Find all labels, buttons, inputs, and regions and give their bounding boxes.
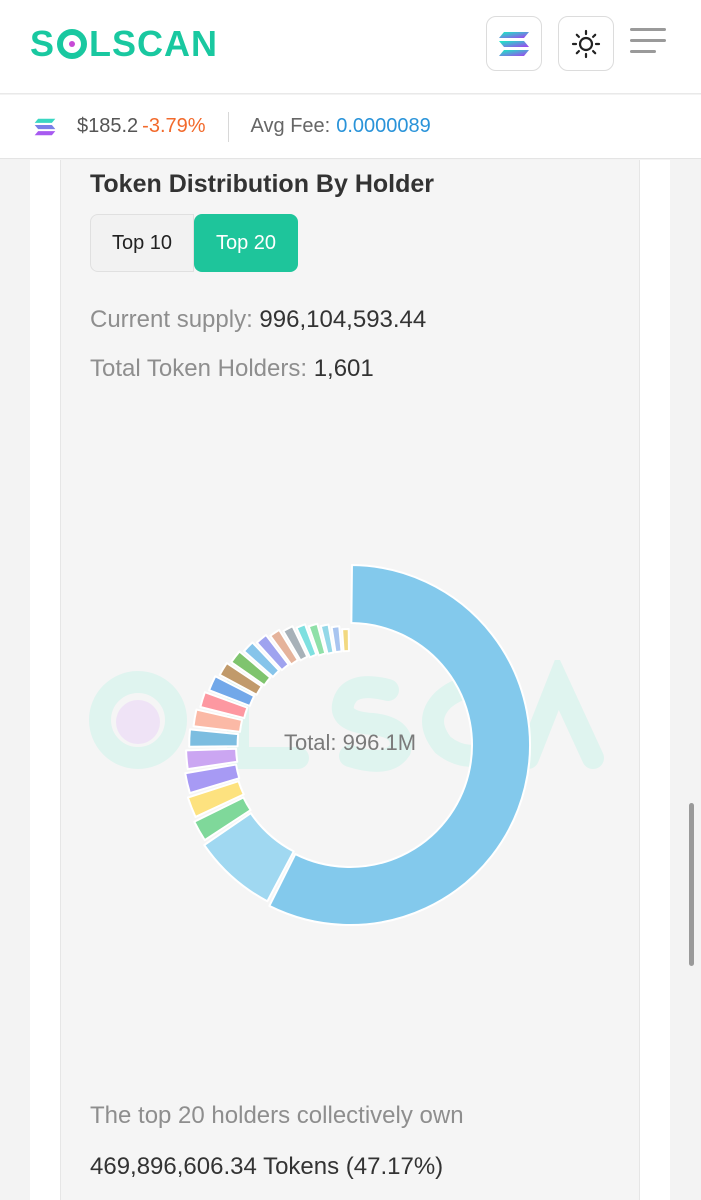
donut-slice-4[interactable] (186, 780, 245, 818)
top-header: S LSCAN (0, 0, 701, 94)
current-supply-label: Current supply: (90, 306, 253, 333)
page-scrollbar[interactable] (689, 803, 694, 966)
donut-slice-13[interactable] (242, 641, 281, 678)
magnifier-o-icon (57, 29, 88, 59)
donut-slice-11[interactable] (218, 662, 263, 696)
donut-slice-8[interactable] (192, 708, 244, 733)
avg-fee-value: 0.0000089 (336, 115, 431, 137)
holder-distribution-donut-chart (184, 564, 531, 926)
solana-icon (499, 31, 529, 56)
solana-icon (34, 118, 56, 135)
solscan-logo[interactable]: S LSCAN (30, 23, 219, 64)
sol-price: $185.2 (77, 115, 139, 137)
total-holders-label: Total Token Holders: (90, 355, 308, 382)
price-bar: $185.2 -3.79% Avg Fee: 0.0000089 (0, 95, 701, 159)
divider (227, 111, 229, 142)
donut-slice-16[interactable] (282, 625, 309, 662)
avg-fee-label: Avg Fee: (250, 115, 331, 137)
donut-slice-6[interactable] (185, 747, 239, 771)
holder-tabs: Top 10 Top 20 (90, 214, 298, 272)
donut-slice-20[interactable] (330, 625, 343, 654)
total-holders-value: 1,601 (313, 355, 374, 382)
donut-slice-1[interactable] (268, 564, 531, 926)
section-title: Token Distribution By Holder (90, 170, 434, 198)
donut-slice-3[interactable] (193, 796, 252, 842)
donut-slice-14[interactable] (255, 634, 290, 672)
donut-slice-7[interactable] (188, 728, 240, 748)
logo-text-end: LSCAN (89, 23, 219, 64)
tab-top-10[interactable]: Top 10 (90, 214, 194, 272)
donut-slice-15[interactable] (269, 628, 299, 666)
theme-toggle-button[interactable] (558, 16, 614, 71)
current-supply-value: 996,104,593.44 (259, 306, 427, 333)
solscan-watermark (89, 660, 604, 772)
total-holders: Total Token Holders: 1,601 (90, 355, 374, 383)
donut-total-label: Total: 996.1M (283, 730, 417, 755)
current-supply: Current supply: 996,104,593.44 (90, 306, 426, 334)
donut-slice-21[interactable] (341, 628, 350, 653)
tab-top-20[interactable]: Top 20 (194, 214, 298, 272)
donut-slice-10[interactable] (208, 675, 256, 707)
solana-network-button[interactable] (486, 16, 542, 71)
donut-slice-12[interactable] (230, 650, 272, 687)
sun-icon (571, 29, 601, 58)
donut-slice-2[interactable] (203, 812, 295, 903)
summary-line-2: 469,896,606.34 Tokens (47.17%) (90, 1153, 444, 1180)
hamburger-menu-icon[interactable] (630, 28, 670, 58)
summary-line-1: The top 20 holders collectively own (90, 1102, 464, 1129)
sol-price-change: -3.79% (142, 115, 206, 137)
logo-text-start: S (30, 23, 56, 64)
donut-slice-17[interactable] (295, 623, 318, 659)
donut-slice-18[interactable] (307, 622, 327, 657)
donut-slice-9[interactable] (199, 691, 249, 720)
donut-slice-5[interactable] (184, 763, 241, 795)
donut-slice-19[interactable] (319, 623, 335, 655)
